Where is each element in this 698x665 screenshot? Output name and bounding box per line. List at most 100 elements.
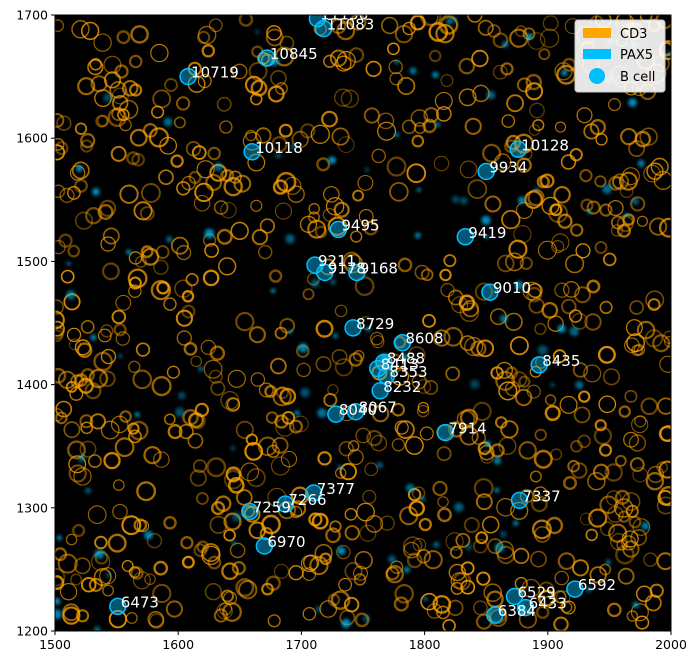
cd3-signal: [471, 49, 489, 68]
cd3-signal: [70, 374, 84, 388]
cd3-signal: [630, 603, 649, 622]
pax5-signal: [526, 33, 533, 40]
pax5-signal: [499, 530, 507, 538]
cd3-signal: [74, 557, 91, 575]
cd3-signal: [531, 519, 552, 540]
cd3-signal: [576, 107, 593, 124]
cd3-signal: [600, 521, 615, 537]
cd3-signal: [210, 380, 226, 396]
cd3-signal: [242, 131, 262, 151]
cd3-signal: [325, 197, 345, 216]
cd3-signal: [587, 471, 606, 491]
cd3-signal: [314, 543, 333, 563]
bcell-marker: [109, 597, 127, 616]
cd3-signal: [393, 596, 409, 612]
cd3-signal: [55, 547, 68, 562]
cd3-signal: [625, 319, 643, 337]
cd3-signal: [251, 228, 269, 246]
cd3-signal: [500, 420, 519, 439]
cd3-signal: [275, 417, 295, 437]
cd3-signal: [115, 331, 131, 346]
cd3-signal: [245, 433, 258, 446]
cd3-signal: [639, 127, 658, 146]
bcell-marker: [329, 220, 348, 239]
cd3-signal: [443, 326, 464, 347]
cd3-signal: [402, 21, 416, 36]
cd3-signal: [309, 555, 329, 576]
cd3-signal: [458, 57, 476, 75]
pax5-signal: [446, 17, 453, 25]
cd3-signal: [607, 199, 624, 217]
cd3-signal: [163, 516, 177, 530]
cd3-signal: [174, 279, 193, 298]
cd3-signal: [55, 184, 66, 199]
pax5-signal: [587, 209, 592, 215]
cd3-signal: [270, 70, 287, 87]
cd3-signal: [300, 555, 318, 573]
cd3-signal: [549, 203, 563, 217]
cd3-signal: [501, 209, 521, 230]
cd3-signal: [554, 62, 573, 81]
cd3-signal: [643, 164, 661, 183]
pax5-signal: [341, 618, 351, 629]
x-tick-label: 2000: [655, 637, 687, 652]
cd3-signal: [317, 451, 332, 466]
cd3-signal: [182, 409, 199, 426]
cd3-signal: [530, 550, 547, 568]
cd3-signal: [352, 189, 365, 202]
cd3-signal: [55, 367, 67, 384]
cd3-signal: [235, 578, 255, 598]
cd3-signal: [265, 575, 281, 591]
pax5-signal: [409, 67, 417, 75]
legend-label-bcell: B cell: [620, 70, 655, 85]
bcell-label: 8608: [405, 330, 443, 348]
bcell-marker: [346, 402, 365, 421]
cd3-signal: [631, 415, 649, 434]
cd3-signal: [544, 394, 557, 406]
cd3-signal: [325, 527, 341, 544]
cd3-signal: [220, 589, 234, 603]
cd3-signal: [127, 422, 140, 435]
bcell-label: 7337: [523, 487, 561, 505]
bcell-label: 8232: [383, 378, 421, 396]
cd3-signal: [109, 81, 127, 99]
cd3-signal: [518, 375, 531, 388]
cd3-signal: [459, 426, 479, 446]
cd3-signal: [636, 215, 649, 227]
cd3-signal: [599, 203, 613, 217]
bcell-marker: [314, 19, 333, 38]
bcell-label: 10845: [270, 45, 318, 63]
cd3-signal: [406, 163, 427, 184]
pax5-signal: [126, 249, 132, 255]
cd3-signal: [290, 486, 310, 505]
cd3-signal: [227, 369, 246, 388]
cd3-signal: [435, 24, 455, 44]
cd3-signal: [208, 369, 223, 384]
cd3-signal: [119, 184, 139, 204]
cd3-signal: [128, 284, 142, 298]
cd3-signal: [460, 579, 476, 595]
pax5-signal: [198, 366, 204, 372]
cd3-signal: [545, 516, 564, 535]
cd3-signal: [561, 600, 576, 615]
pax5-signal: [501, 41, 509, 48]
pax5-signal: [300, 387, 310, 398]
cd3-signal: [153, 451, 170, 468]
cd3-signal: [267, 614, 281, 628]
cd3-signal: [527, 282, 543, 299]
pax5-signal: [293, 410, 301, 417]
cd3-signal: [534, 428, 547, 442]
cd3-signal: [118, 99, 139, 120]
cd3-signal: [363, 220, 379, 236]
cd3-signal: [645, 472, 665, 491]
cd3-signal: [510, 501, 529, 520]
cd3-signal: [223, 176, 243, 197]
cd3-signal: [483, 583, 503, 603]
cd3-signal: [233, 174, 252, 193]
cd3-signal: [560, 154, 577, 170]
pax5-signal: [85, 487, 92, 494]
cd3-signal: [151, 376, 172, 397]
cd3-signal: [563, 281, 580, 298]
cd3-signal: [164, 78, 178, 92]
cd3-signal: [333, 201, 350, 218]
